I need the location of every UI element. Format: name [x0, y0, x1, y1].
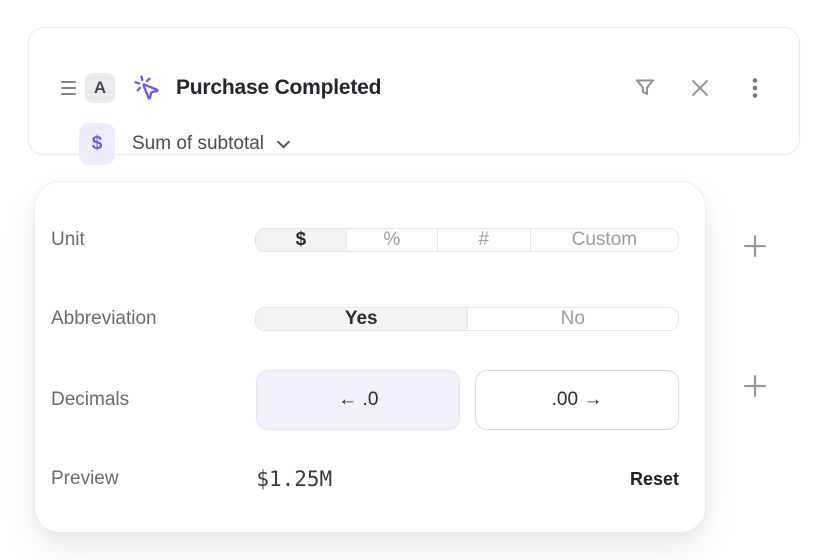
preview-value: $1.25M — [256, 467, 333, 491]
metric-selector[interactable]: $ Sum of subtotal — [79, 123, 292, 165]
event-title[interactable]: Purchase Completed — [176, 76, 382, 99]
preview-row: Preview $1.25M Reset — [51, 454, 679, 504]
add-metric-button-top[interactable] — [738, 229, 772, 263]
unit-option-dollar[interactable]: $ — [256, 228, 346, 251]
event-card-header: A Purchase Completed — [61, 72, 769, 104]
unit-option-percent[interactable]: % — [345, 228, 437, 251]
preview-label: Preview — [51, 468, 119, 489]
abbreviation-option-no[interactable]: No — [466, 308, 678, 330]
close-icon[interactable] — [686, 74, 714, 102]
number-format-panel: Unit $ % # Custom Abbreviation Yes No De… — [34, 181, 706, 533]
unit-option-number[interactable]: # — [436, 228, 530, 251]
reset-button[interactable]: Reset — [629, 468, 679, 489]
mouse-pointer-click-icon — [132, 73, 162, 103]
unit-segmented-control: $ % # Custom — [255, 227, 679, 252]
dollar-metric-icon: $ — [79, 123, 115, 165]
decimals-row: Decimals ← .0 .00 → — [51, 370, 679, 430]
abbreviation-row: Abbreviation Yes No — [51, 291, 679, 347]
add-metric-button-bottom[interactable] — [738, 369, 772, 403]
event-card: A Purchase Completed — [28, 27, 800, 165]
metric-label: Sum of subtotal — [132, 133, 265, 154]
chevron-down-icon — [275, 136, 292, 153]
unit-option-custom[interactable]: Custom — [529, 228, 678, 251]
more-options-icon[interactable] — [741, 74, 769, 102]
drag-handle-icon[interactable] — [61, 81, 76, 95]
decimals-increase-button[interactable]: .00 → — [475, 370, 679, 430]
abbreviation-option-yes[interactable]: Yes — [256, 308, 467, 330]
unit-row: Unit $ % # Custom — [51, 211, 679, 268]
decimals-label: Decimals — [51, 389, 130, 410]
abbreviation-label: Abbreviation — [51, 308, 157, 329]
abbreviation-segmented-control: Yes No — [255, 307, 679, 331]
filter-button[interactable] — [631, 74, 659, 102]
unit-label: Unit — [51, 228, 85, 250]
event-position-badge: A — [85, 73, 115, 103]
decimals-decrease-button[interactable]: ← .0 — [256, 370, 461, 430]
